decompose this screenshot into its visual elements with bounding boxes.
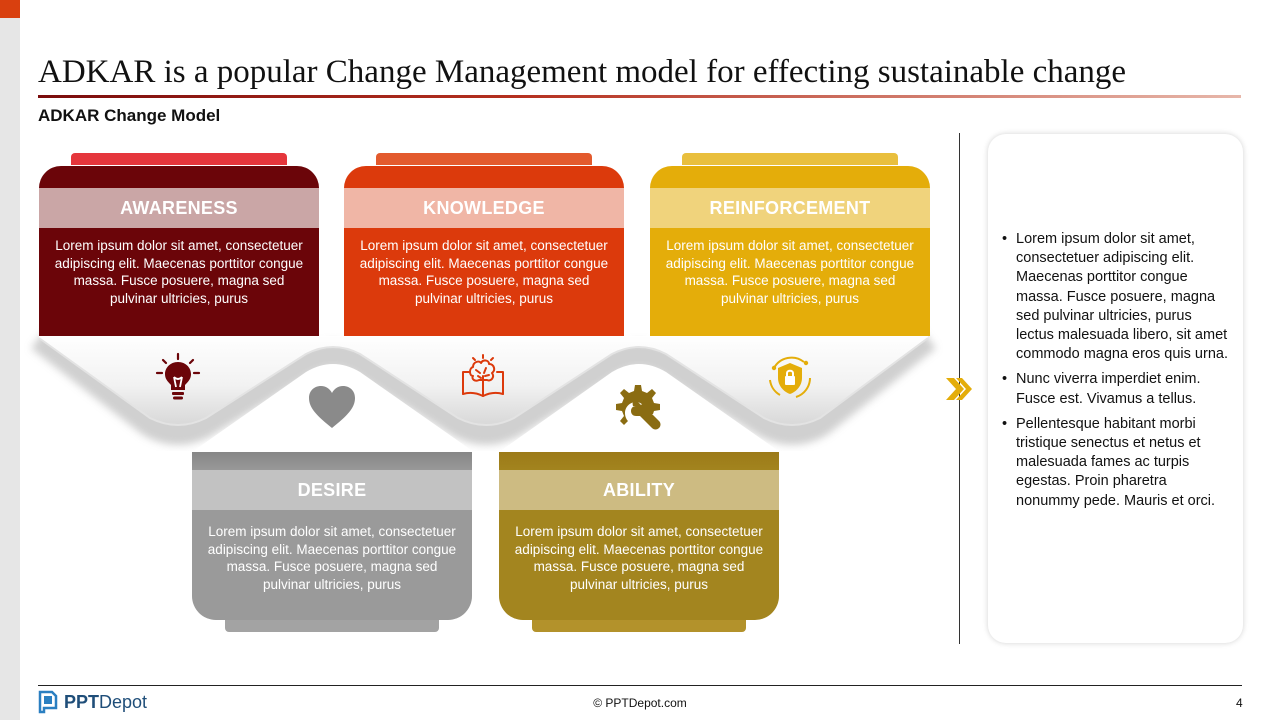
- shield-lock-icon: [769, 356, 811, 398]
- card-cap: [499, 452, 779, 472]
- page-number: 4: [1236, 696, 1243, 710]
- stage-body-awareness: Lorem ipsum dolor sit amet, consectetuer…: [39, 228, 319, 336]
- notes-panel: Lorem ipsum dolor sit amet, consectetuer…: [988, 134, 1243, 643]
- stage-title-knowledge: KNOWLEDGE: [344, 188, 624, 228]
- corner-accent: [0, 0, 20, 18]
- lightbulb-icon: [155, 352, 201, 400]
- card-tab: [532, 620, 746, 632]
- notes-bullet: Nunc viverra imperdiet enim. Fusce est. …: [1000, 370, 1232, 408]
- stage-body-desire: Lorem ipsum dolor sit amet, consectetuer…: [192, 510, 472, 620]
- stage-body-ability: Lorem ipsum dolor sit amet, consectetuer…: [499, 510, 779, 620]
- logo-text-rest: Depot: [99, 691, 148, 712]
- stage-title-awareness: AWARENESS: [39, 188, 319, 228]
- stage-body-knowledge: Lorem ipsum dolor sit amet, consectetuer…: [344, 228, 624, 336]
- card-tab: [71, 153, 287, 165]
- title-underline: [38, 95, 1241, 98]
- card-tab: [376, 153, 592, 165]
- notes-list: Lorem ipsum dolor sit amet, consectetuer…: [1000, 230, 1232, 517]
- card-cap: [39, 166, 319, 190]
- diagram-subtitle: ADKAR Change Model: [38, 106, 221, 125]
- card-cap: [344, 166, 624, 190]
- card-tab: [682, 153, 898, 165]
- heart-icon: [309, 386, 355, 428]
- card-cap: [650, 166, 930, 190]
- card-tab: [225, 620, 439, 632]
- stage-body-reinforcement: Lorem ipsum dolor sit amet, consectetuer…: [650, 228, 930, 336]
- stage-title-reinforcement: REINFORCEMENT: [650, 188, 930, 228]
- logo-mark-icon: [38, 690, 58, 714]
- notes-bullet: Pellentesque habitant morbi tristique se…: [1000, 415, 1232, 511]
- pptdepot-logo: PPTDepot: [38, 690, 147, 714]
- left-margin-strip: [0, 0, 20, 720]
- logo-text-bold: PPT: [64, 691, 100, 712]
- gear-wrench-icon: [616, 385, 661, 430]
- copyright-text: © PPTDepot.com: [593, 696, 687, 710]
- footer-rule: [38, 685, 1242, 686]
- double-chevron-right-icon: [946, 378, 972, 400]
- stage-title-desire: DESIRE: [192, 470, 472, 510]
- brain-book-icon: [462, 354, 504, 397]
- stage-title-ability: ABILITY: [499, 470, 779, 510]
- card-cap: [192, 452, 472, 472]
- notes-bullet: Lorem ipsum dolor sit amet, consectetuer…: [1000, 230, 1232, 364]
- page-title: ADKAR is a popular Change Management mod…: [38, 54, 1127, 90]
